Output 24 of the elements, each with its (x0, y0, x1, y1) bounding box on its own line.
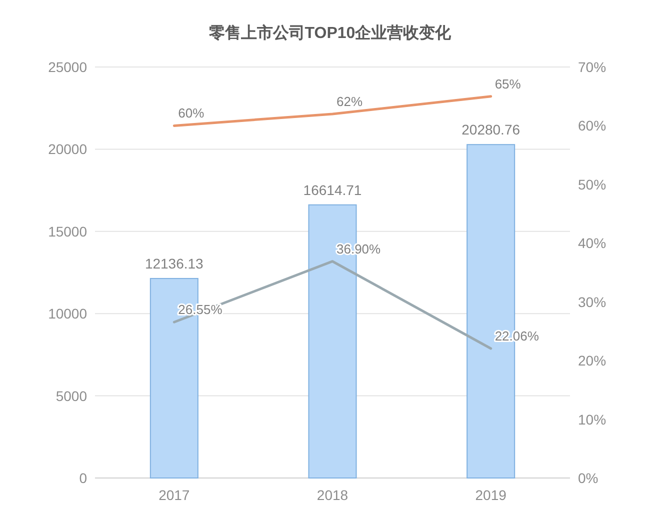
y2-tick-label: 60% (578, 118, 606, 134)
y2-tick-label: 10% (578, 411, 606, 428)
y-tick-label: 0 (79, 470, 88, 486)
chart-title: 零售上市公司TOP10企业营收变化 (208, 24, 452, 42)
data-label: 65% (494, 76, 522, 92)
y-tick-label: 20000 (48, 141, 88, 158)
y2-tick-label: 70% (578, 59, 606, 75)
data-label: 60% (178, 106, 205, 121)
y2-tick-label: 20% (578, 352, 606, 369)
y-tick-label: 5000 (56, 388, 88, 404)
x-tick-label: 2017 (158, 487, 190, 503)
x-tick-label: 2019 (475, 487, 507, 503)
y-tick-label: 10000 (48, 306, 88, 322)
x-tick-label: 2018 (316, 487, 348, 503)
data-label: 20280.76 (462, 122, 520, 138)
data-label: 16614.71 (303, 182, 362, 198)
y2-tick-label: 0% (578, 470, 598, 486)
data-label: 62% (336, 94, 363, 109)
data-label: 12136.13 (144, 255, 204, 272)
y-tick-label: 25000 (48, 59, 88, 75)
y2-tick-label: 50% (578, 176, 606, 192)
y2-tick-label: 40% (578, 235, 606, 252)
y2-tick-label: 30% (578, 294, 606, 310)
y-tick-label: 15000 (48, 223, 88, 240)
